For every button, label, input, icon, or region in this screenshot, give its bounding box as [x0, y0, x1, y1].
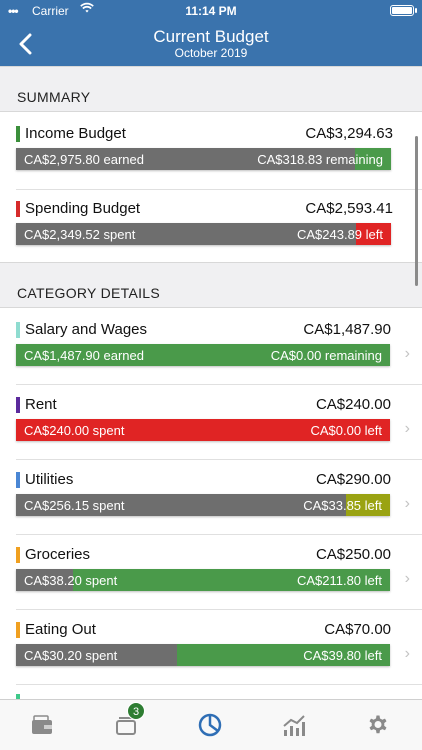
budget-list[interactable]: SUMMARY Income Budget CA$3,294.63 CA$2,9… — [0, 66, 422, 699]
tab-accounts[interactable]: 3 — [111, 702, 145, 740]
category-details-header: CATEGORY DETAILS — [0, 262, 422, 308]
page-title: Current Budget — [153, 27, 269, 46]
progress-left-text: CA$38.20 spent — [24, 573, 118, 588]
progress-bar: CA$2,349.52 spent CA$243.89 left — [16, 223, 391, 245]
progress-bar: CA$256.15 spent CA$33.85 left — [16, 494, 390, 516]
signal-icon: ••• — [8, 4, 19, 18]
progress-left-text: CA$2,349.52 spent — [24, 227, 136, 242]
tab-settings[interactable] — [363, 710, 393, 740]
category-row-eating-out[interactable]: Eating Out CA$70.00 CA$30.20 spent CA$39… — [0, 609, 422, 684]
row-color-marker — [16, 322, 20, 338]
progress-fill — [346, 494, 390, 516]
category-row-rent[interactable]: Rent CA$240.00 CA$240.00 spent CA$0.00 l… — [0, 384, 422, 459]
chevron-right-icon: › — [404, 570, 410, 587]
progress-right-text: CA$33.85 left — [303, 498, 382, 513]
divider — [16, 459, 422, 460]
row-name: Salary and Wages — [25, 321, 148, 338]
divider — [16, 189, 422, 190]
row-name: Income Budget — [25, 125, 126, 142]
row-amount: CA$1,487.90 — [303, 321, 391, 338]
progress-bar: CA$2,975.80 earned CA$318.83 remaining — [16, 148, 391, 170]
wifi-icon — [80, 2, 94, 17]
tab-reports[interactable] — [279, 710, 309, 740]
status-bar: ••• Carrier 11:14 PM — [0, 0, 422, 22]
row-color-marker — [16, 397, 20, 413]
battery-icon — [390, 5, 417, 16]
row-amount: CA$250.00 — [315, 546, 391, 563]
summary-row-income: Income Budget CA$3,294.63 CA$2,975.80 ea… — [0, 113, 422, 188]
row-amount: CA$240.00 — [315, 396, 391, 413]
row-color-marker — [16, 622, 20, 638]
page-subtitle: October 2019 — [174, 46, 248, 60]
pie-chart-icon — [198, 713, 222, 737]
progress-fill — [355, 148, 391, 170]
tab-current-budget[interactable] — [195, 710, 225, 740]
progress-fill — [73, 569, 390, 591]
scrollbar[interactable] — [415, 136, 418, 286]
row-name: Utilities — [25, 471, 74, 488]
gear-icon — [369, 715, 387, 734]
row-amount: CA$70.00 — [324, 621, 391, 638]
row-name: Rent — [25, 396, 57, 413]
chevron-right-icon: › — [404, 420, 410, 437]
summary-header-label: SUMMARY — [17, 89, 91, 105]
divider — [16, 684, 422, 685]
progress-right-text: CA$211.80 left — [296, 573, 382, 588]
category-header-label: CATEGORY DETAILS — [17, 285, 161, 301]
progress-fill — [177, 644, 390, 666]
wallet-icon — [32, 715, 52, 734]
progress-left-text: CA$2,975.80 earned — [24, 152, 144, 167]
progress-left-text: CA$256.15 spent — [24, 498, 125, 513]
progress-left-text: CA$30.20 spent — [24, 648, 118, 663]
back-button[interactable] — [10, 26, 40, 62]
progress-bar: CA$240.00 spent CA$0.00 left — [16, 419, 390, 441]
row-name: Groceries — [25, 546, 91, 563]
progress-right-text: CA$0.00 left — [310, 423, 382, 438]
progress-bar: CA$1,487.90 earned CA$0.00 remaining — [16, 344, 390, 366]
chevron-right-icon: › — [404, 645, 410, 662]
divider — [16, 534, 422, 535]
row-amount: CA$3,294.63 — [305, 125, 393, 142]
chevron-right-icon: › — [404, 495, 410, 512]
row-color-marker — [16, 126, 20, 142]
divider — [16, 384, 422, 385]
carrier-label: Carrier — [32, 4, 69, 18]
chevron-left-icon — [19, 33, 32, 55]
progress-right-text: CA$318.83 remaining — [257, 152, 383, 167]
progress-right-text: CA$39.80 left — [303, 648, 382, 663]
progress-left-text: CA$1,487.90 earned — [24, 348, 144, 363]
trend-chart-icon — [283, 715, 305, 736]
progress-right-text: CA$243.89 left — [296, 227, 383, 242]
progress-right-text: CA$0.00 remaining — [270, 348, 382, 363]
row-name: Spending Budget — [25, 200, 141, 217]
chevron-right-icon: › — [404, 345, 410, 362]
summary-header: SUMMARY — [0, 66, 422, 112]
progress-fill — [356, 223, 391, 245]
progress-bar: CA$30.20 spent CA$39.80 left — [16, 644, 390, 666]
row-color-marker — [16, 547, 20, 563]
summary-row-spending: Spending Budget CA$2,593.41 CA$2,349.52 … — [0, 188, 422, 263]
category-row-utilities[interactable]: Utilities CA$290.00 CA$256.15 spent CA$3… — [0, 459, 422, 534]
row-color-marker — [16, 694, 20, 699]
tab-bar: 3 — [0, 699, 422, 750]
progress-bar: CA$38.20 spent CA$211.80 left — [16, 569, 390, 591]
nav-bar: Current Budget October 2019 — [0, 22, 422, 66]
row-color-marker — [16, 201, 20, 217]
row-color-marker — [16, 472, 20, 488]
accounts-badge: 3 — [127, 702, 145, 720]
divider — [16, 609, 422, 610]
row-amount: CA$290.00 — [315, 471, 391, 488]
status-time: 11:14 PM — [185, 4, 237, 18]
row-amount: CA$2,593.41 — [305, 200, 393, 217]
progress-left-text: CA$240.00 spent — [24, 423, 125, 438]
tab-budgets[interactable] — [27, 710, 57, 740]
category-row-salary[interactable]: Salary and Wages CA$1,487.90 CA$1,487.90… — [0, 309, 422, 384]
row-name: Eating Out — [25, 621, 96, 638]
category-row-groceries[interactable]: Groceries CA$250.00 CA$38.20 spent CA$21… — [0, 534, 422, 609]
